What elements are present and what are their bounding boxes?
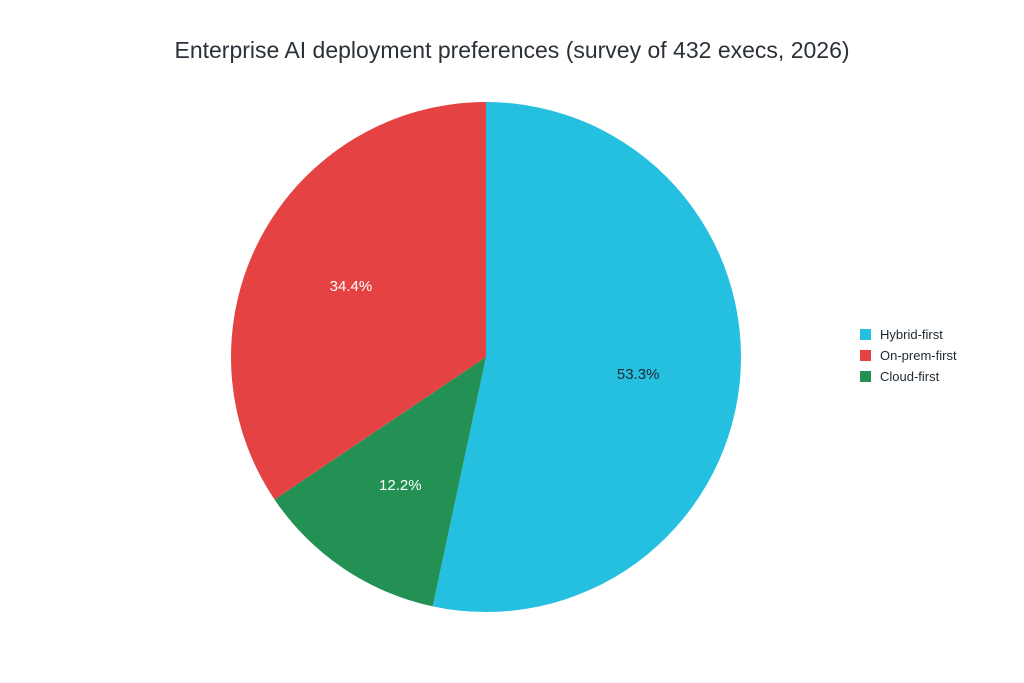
slice-label-on-prem-first: 34.4% <box>330 278 373 295</box>
pie-slice-cloud-first <box>274 357 486 607</box>
legend-swatch-cloud-first <box>860 371 871 382</box>
slice-labels: 53.3% 12.2% 34.4% <box>330 278 660 494</box>
slice-label-cloud-first: 12.2% <box>379 477 422 494</box>
chart-title: Enterprise AI deployment preferences (su… <box>174 37 849 63</box>
slice-label-hybrid-first: 53.3% <box>617 366 660 383</box>
legend-swatch-hybrid-first <box>860 329 871 340</box>
legend: Hybrid-first On-prem-first Cloud-first <box>860 327 957 384</box>
legend-swatch-on-prem-first <box>860 350 871 361</box>
legend-label-on-prem-first: On-prem-first <box>880 348 957 363</box>
pie-slice-on-prem-first <box>230 102 486 500</box>
pie-slices <box>230 102 741 612</box>
legend-label-cloud-first: Cloud-first <box>880 369 940 384</box>
pie-slice-hybrid-first <box>432 102 741 612</box>
legend-label-hybrid-first: Hybrid-first <box>880 327 943 342</box>
